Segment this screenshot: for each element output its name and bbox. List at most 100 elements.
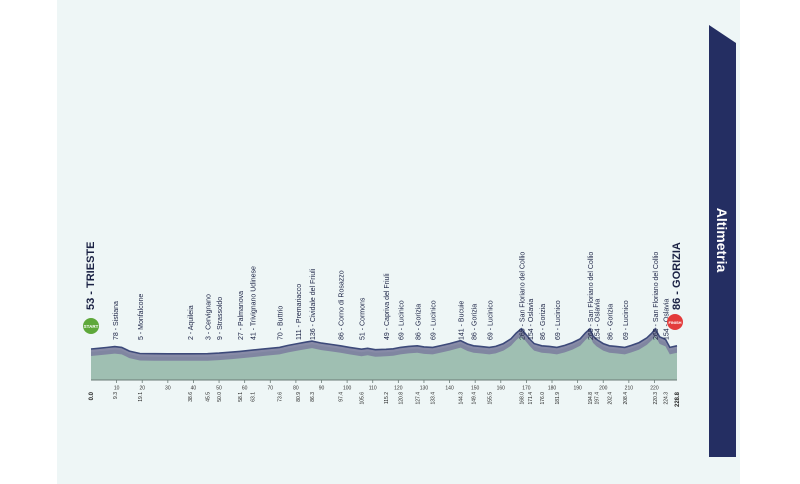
x-tick-label: 140 [445,385,454,391]
waypoint-label: 154 - Oslavia [595,299,602,340]
km-mark-label: 220.3 [653,392,659,405]
km-mark-label: 63.1 [251,392,257,402]
waypoint-label: 49 - Capriva del Friuli [384,273,391,340]
km-mark-label: 86.3 [310,392,316,402]
km-mark-label: 115.2 [384,392,390,404]
km-mark-label: 144.3 [459,392,465,405]
km-mark-label: 202.4 [607,392,613,405]
waypoint-label: 86 - Corno di Rosazzo [339,270,346,340]
waypoint-label: 86 - Gorizia [540,304,547,340]
km-mark-label: 208.4 [623,392,629,405]
x-tick-label: 60 [242,385,248,391]
x-tick-label: 100 [343,385,352,391]
x-tick-label: 200 [599,385,608,391]
x-tick-label: 170 [522,385,531,391]
km-mark-label: 127.4 [415,392,421,405]
km-mark-label: 228.8 [675,391,681,407]
x-tick-label: 20 [139,385,145,391]
km-mark-label: 197.4 [595,392,601,405]
km-mark-label: 58.1 [238,392,244,402]
x-tick-label: 90 [319,385,325,391]
waypoint-label-major: 86 - GORIZIA [671,242,683,310]
waypoint-label-major: 53 - TRIESTE [85,242,97,310]
km-mark-label: 9.3 [113,392,119,399]
x-axis: 10 20 30 40 50 60 70 80 90 100 110 120 130 140 150 160 1… [91,379,677,391]
chart-panel [57,0,740,484]
title-ribbon [709,25,736,457]
finish-badge-label: FINISH [668,320,681,325]
section-title: Altimetria [714,207,730,273]
waypoint-label: 69 - Lucinico [398,300,405,340]
waypoint-label: 111 - Premariacco [296,284,303,340]
x-tick-label: 80 [293,385,299,391]
waypoint-label: 2 - Aquileia [188,305,195,340]
waypoint-label: 78 - Sistiana [113,301,120,340]
waypoint-label: 3 - Cervignano [206,294,213,340]
x-tick-label: 30 [165,385,171,391]
km-mark-label: 97.4 [339,392,345,402]
waypoint-label: 69 - Lucinico [623,300,630,340]
km-mark-label: 149.4 [472,392,478,405]
waypoint-label: 69 - Lucinico [487,300,494,340]
waypoint-label: 86 - Gorizia [472,304,479,340]
waypoint-label: 41 - Trivignano Udinese [251,266,258,340]
profile-area [90,327,678,380]
km-marks: 0.0 9.3 19.1 38.6 45.5 50.0 58.1 63.1 73.6 80.9 86… [89,391,681,407]
km-mark-label: 176.0 [540,392,546,405]
km-mark-label: 168.0 [519,392,525,405]
x-tick-label: 210 [625,385,634,391]
x-tick-label: 120 [394,385,403,391]
km-mark-label: 181.9 [555,392,561,405]
km-mark-label: 80.9 [296,392,302,402]
x-tick-label: 150 [471,385,480,391]
km-mark-label: 38.6 [188,392,194,402]
x-tick-label: 10 [114,385,120,391]
finish-badge-circle [667,314,683,330]
km-mark-label: 155.5 [487,392,493,405]
x-tick-label: 180 [548,385,557,391]
km-mark-label: 73.6 [278,392,284,402]
waypoint-label: 265 - San Floriano del Collio [653,252,660,340]
waypoint-label: 136 - Cividale del Friuli [310,268,317,340]
waypoint-label: 265 - San Floriano del Collio [588,252,595,340]
finish-badge: FINISH [667,314,683,330]
km-mark-label: 171.4 [528,392,534,405]
waypoint-labels: 53 - TRIESTE 78 - Sistiana 5 - Monfalcone 2… [85,242,683,340]
start-badge: START [83,318,99,334]
waypoint-label: 9 - Strassoldo [217,297,224,340]
km-mark-label: 120.8 [398,392,404,405]
x-tick-label: 220 [650,385,659,391]
waypoint-label: 86 - Gorizia [415,304,422,340]
waypoint-label: 86 - Gorizia [607,304,614,340]
waypoint-label: 154 - Oslavia [664,299,671,340]
km-mark-label: 19.1 [138,392,144,402]
x-tick-label: 50 [216,385,222,391]
waypoint-label: 69 - Lucinico [555,300,562,340]
km-mark-label: 224.3 [664,392,670,405]
x-tick-label: 160 [497,385,506,391]
x-tick-label: 110 [369,385,377,391]
km-mark-label: 0.0 [89,391,95,400]
waypoint-label: 27 - Palmanova [238,291,245,340]
profile-line [90,327,678,355]
waypoint-label: 69 - Lucinico [431,300,438,340]
start-badge-circle [83,318,99,334]
km-mark-label: 105.6 [360,392,366,405]
km-mark-label: 45.5 [206,392,212,402]
x-tick-label: 70 [268,385,274,391]
profile-road-band [91,328,677,361]
km-mark-label: 50.0 [217,392,223,402]
x-tick-label: 190 [573,385,582,391]
km-mark-label: 133.4 [431,392,437,405]
waypoint-label: 265 - San Floriano del Collio [519,252,526,340]
waypoint-label: 70 - Buttrio [278,306,285,340]
start-finish-badges: START FINISH [83,314,683,334]
waypoint-label: 154 - Oslavia [528,299,535,340]
start-badge-label: START [84,324,99,329]
waypoint-label: 51 - Cormons [360,297,367,340]
waypoint-label: 5 - Monfalcone [138,294,145,340]
x-tick-label: 40 [191,385,197,391]
waypoint-label: 141 - Bucuie [459,301,466,340]
km-mark-label: 194.8 [588,392,594,405]
